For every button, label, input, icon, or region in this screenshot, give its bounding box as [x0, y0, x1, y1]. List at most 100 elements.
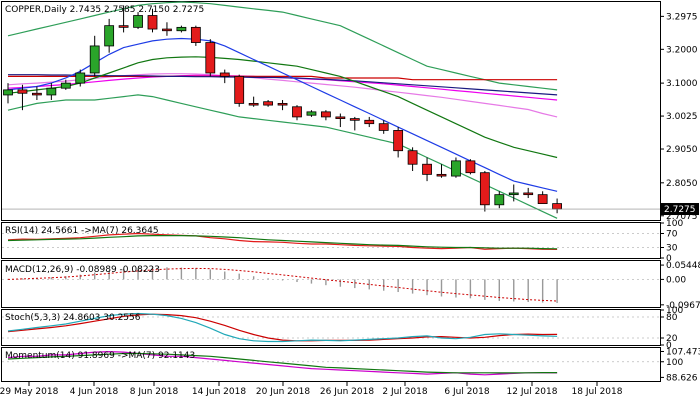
ma-violet-line — [7, 73, 558, 118]
x-tick-label: 4 Jun 2018 — [70, 387, 119, 397]
x-tick-label: 20 Jun 2018 — [256, 387, 310, 397]
candle — [32, 86, 42, 101]
momentum-pane — [1, 347, 661, 382]
stoch-k-line — [7, 312, 558, 343]
candle — [133, 12, 143, 30]
bollinger-upper-line — [7, 1, 558, 91]
macd-pane — [1, 260, 661, 308]
price-axis-tick-label: 3.1000 — [666, 79, 698, 89]
candle — [335, 113, 346, 128]
candle-body — [292, 106, 302, 118]
candle-body — [32, 92, 42, 96]
candle-body — [393, 130, 404, 152]
macd-title: MACD(12,26,9) -0.08989 -0.08223 — [5, 265, 160, 275]
ma-navy-line — [8, 74, 558, 96]
candle-body — [17, 89, 28, 94]
candle — [277, 100, 288, 111]
candle-body — [3, 89, 13, 96]
candle — [190, 25, 201, 46]
candle — [292, 105, 302, 121]
candle — [248, 96, 259, 107]
candle — [75, 69, 86, 87]
x-tick-label: 8 Jun 2018 — [130, 387, 179, 397]
candle-body — [436, 173, 447, 177]
candle-body — [494, 194, 505, 206]
stoch-title: Stoch(5,3,3) 24.8603 30.2556 — [5, 313, 141, 323]
price-axis-tick-label: 3.2975 — [666, 12, 698, 22]
x-tick-label: 14 Jun 2018 — [192, 387, 246, 397]
stoch-axis-tick-label: 0 — [666, 341, 672, 351]
candle — [17, 84, 28, 111]
candle — [378, 120, 389, 134]
momentum-ma-line — [7, 352, 558, 374]
momentum-title: Momentum(14) 91.8969 ->MA(7) 92.1143 — [5, 351, 195, 361]
candle-body — [104, 25, 115, 47]
candle-body — [263, 101, 274, 106]
candle-body — [147, 15, 158, 30]
candle-body — [75, 72, 86, 84]
x-tick-label: 6 Jul 2018 — [444, 387, 489, 397]
candle — [436, 164, 447, 178]
candle — [479, 170, 490, 212]
candle — [89, 35, 100, 77]
macd-axis-tick-label: 0.05448 — [666, 261, 700, 271]
price-title: COPPER,Daily 2.7435 2.7585 2.7150 2.7275 — [5, 5, 204, 15]
momentum-axis-tick-label: 88.626 — [666, 373, 698, 383]
bollinger-lower-line — [7, 94, 558, 219]
candle-body — [552, 203, 562, 210]
candle-body — [537, 194, 548, 205]
price-axis-tick-label: 2.9050 — [666, 145, 698, 155]
candle — [147, 8, 158, 33]
candle — [508, 184, 519, 202]
candle — [364, 116, 375, 128]
candle-body — [451, 160, 461, 177]
candle — [3, 83, 13, 104]
candle-body — [234, 75, 245, 104]
candle — [393, 127, 404, 158]
momentum-axis-tick-label: 107.4733 — [666, 347, 700, 357]
stoch-axis-tick-label: 20 — [666, 334, 678, 344]
candle-body — [118, 25, 129, 28]
candle-body — [465, 160, 476, 174]
candle-body — [89, 45, 100, 74]
candle — [104, 18, 115, 53]
candle — [465, 159, 476, 175]
candle-body — [60, 82, 71, 89]
rsi-axis-tick-label: 70 — [666, 230, 678, 240]
candle-body — [335, 116, 346, 120]
stoch-axis-tick-label: 80 — [666, 313, 678, 323]
candle — [451, 157, 461, 178]
candle-body — [248, 102, 259, 106]
candle-body — [277, 102, 288, 106]
macd-axis-tick-label: 0.00 — [666, 275, 686, 285]
rsi-axis-tick-label: 0 — [666, 254, 672, 264]
rsi-axis-tick-label: 30 — [666, 244, 678, 254]
candle — [523, 187, 534, 199]
macd-axis-tick-label: -0.09677 — [666, 301, 700, 311]
x-tick-label: 2 Jul 2018 — [382, 387, 427, 397]
x-tick-label: 12 Jul 2018 — [507, 387, 558, 397]
price-axis-tick-label: 3.2000 — [666, 45, 698, 55]
candle-body — [133, 15, 143, 28]
momentum-line — [7, 350, 558, 376]
candle-body — [190, 26, 201, 43]
candle-body — [162, 28, 172, 32]
price-axis-tick-label: 2.8050 — [666, 179, 698, 189]
x-tick-label: 26 Jun 2018 — [320, 387, 374, 397]
candle — [234, 74, 245, 107]
candle-body — [219, 72, 230, 77]
ma-green-line — [7, 56, 558, 159]
candle-body — [46, 87, 57, 96]
rsi-title: RSI(14) 24.5661 ->MA(7) 26.3645 — [5, 226, 159, 236]
price-axis-tick-label: 2.7075 — [666, 212, 698, 222]
candle-body — [349, 118, 360, 121]
candle — [349, 116, 360, 131]
candle-body — [205, 42, 216, 74]
rsi-axis-tick-label: 100 — [666, 219, 683, 229]
current-price-tag — [661, 203, 699, 216]
candle-body — [407, 150, 418, 165]
candle — [263, 100, 274, 107]
candle — [46, 83, 57, 101]
x-tick-label: 18 Jul 2018 — [572, 387, 623, 397]
